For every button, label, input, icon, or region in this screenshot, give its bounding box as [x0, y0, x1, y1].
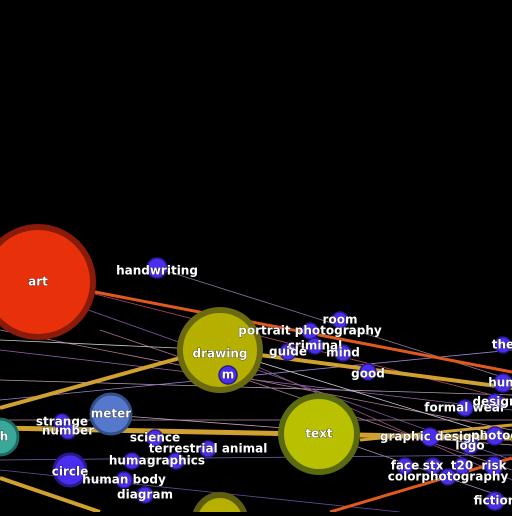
node-label: photog [471, 429, 512, 443]
node-label: colorphotography [388, 470, 509, 484]
node-label: logo [455, 439, 484, 453]
node-label: the [492, 338, 512, 352]
node-label: risk [481, 459, 507, 473]
node [306, 337, 324, 355]
node [89, 392, 133, 436]
node [424, 457, 442, 475]
node-label: art [28, 275, 48, 289]
node-label: drawing [193, 347, 248, 361]
node [146, 429, 164, 447]
nodes: art handwriting drawing m text meter h circle ro… [0, 224, 512, 511]
node [167, 452, 185, 470]
node [485, 426, 505, 446]
node [136, 486, 154, 504]
node-label: human body [82, 473, 166, 487]
node [218, 365, 238, 385]
node-label: graphics [147, 454, 205, 468]
node [461, 437, 479, 455]
node-label: human [109, 454, 155, 468]
node-label: stx [423, 459, 444, 473]
node-label: h [0, 430, 8, 444]
node [146, 257, 168, 279]
node [439, 468, 457, 486]
node-label: graphic design [380, 430, 480, 444]
node [456, 399, 474, 417]
node [0, 224, 96, 340]
node-label: portrait photography [238, 324, 382, 338]
node-label: t20 [451, 459, 473, 473]
node [279, 343, 297, 361]
node [123, 452, 141, 470]
node [331, 311, 349, 329]
node-label: good [351, 367, 385, 381]
node [396, 457, 414, 475]
node-label: circle [52, 465, 89, 479]
node [494, 336, 512, 354]
node [278, 393, 360, 475]
node-label: hum [488, 376, 512, 390]
node [0, 417, 20, 457]
node-label: fiction [474, 494, 512, 508]
node [484, 456, 504, 476]
node [485, 491, 505, 511]
node [453, 457, 471, 475]
node [420, 427, 440, 447]
node-label: terrestrial animal [149, 442, 268, 456]
node [199, 440, 217, 458]
node-label: science [130, 431, 180, 445]
node [177, 307, 263, 393]
node-label: m [222, 368, 235, 382]
node-label: guide [269, 345, 307, 359]
node [334, 344, 352, 362]
node [486, 393, 504, 411]
node-label: criminal [288, 339, 343, 353]
node-label: handwriting [116, 264, 198, 278]
node-label: text [305, 427, 333, 441]
node-label: number [42, 424, 94, 438]
node [115, 471, 133, 489]
node-label: design [472, 395, 512, 409]
node-label: meter [91, 407, 132, 421]
node-label: room [323, 313, 358, 327]
node-label: diagram [117, 488, 173, 502]
node [359, 363, 377, 381]
node [59, 422, 77, 440]
node [52, 452, 88, 488]
node-label: strange [36, 415, 88, 429]
node-label: mind [326, 346, 360, 360]
node-partial [192, 492, 248, 516]
node-label: face [391, 459, 420, 473]
node-label: formal wear [424, 401, 506, 415]
node [493, 373, 512, 393]
